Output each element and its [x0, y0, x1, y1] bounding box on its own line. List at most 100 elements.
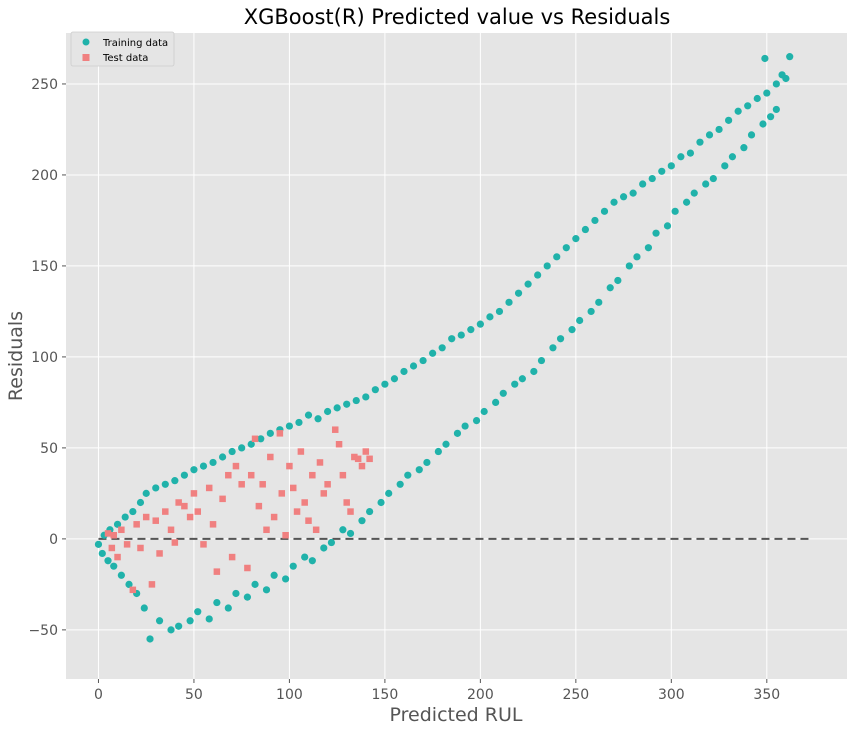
training-point [702, 180, 710, 188]
training-point [457, 331, 465, 339]
training-point [358, 517, 366, 525]
legend: Training data Test data [70, 31, 175, 67]
training-point [786, 53, 794, 61]
training-point [295, 418, 303, 427]
y-axis-label: Residuals [5, 311, 27, 401]
test-point [152, 517, 159, 524]
training-point [314, 415, 322, 423]
training-point [257, 435, 265, 443]
training-point [587, 307, 595, 316]
training-point [285, 422, 294, 430]
training-point [270, 571, 278, 579]
training-point [308, 557, 316, 565]
test-point [213, 568, 221, 575]
plot-area [66, 33, 847, 679]
test-point [244, 564, 251, 572]
test-point [293, 508, 301, 515]
training-point [352, 396, 360, 405]
training-point [511, 380, 519, 388]
training-point [232, 589, 240, 598]
test-point [137, 544, 144, 552]
training-point [194, 608, 202, 616]
test-point [259, 481, 266, 488]
training-point [591, 216, 599, 225]
test-point [335, 441, 343, 448]
training-point [385, 489, 393, 497]
training-point [209, 458, 217, 467]
training-point [396, 480, 404, 488]
grid [66, 33, 847, 679]
training-point [243, 593, 252, 601]
training-point [667, 162, 675, 170]
legend-test-label: Test data [102, 53, 148, 64]
training-point [167, 626, 175, 634]
training-point [658, 167, 666, 175]
test-point [104, 530, 112, 537]
training-point [98, 549, 106, 558]
training-point [448, 335, 456, 343]
training-point [572, 235, 580, 243]
test-point [289, 484, 297, 492]
test-point [167, 526, 175, 534]
training-point [663, 222, 672, 230]
training-point [152, 484, 160, 492]
training-point [556, 335, 565, 343]
test-point [200, 541, 207, 548]
training-point [537, 356, 546, 365]
test-point [225, 471, 232, 479]
training-point [110, 562, 118, 570]
training-point [644, 244, 653, 252]
legend-box [70, 31, 175, 67]
training-point [161, 480, 169, 488]
training-point [199, 462, 208, 470]
training-point [238, 444, 246, 452]
training-point [171, 477, 179, 485]
x-tick-label: 300 [658, 687, 685, 703]
test-point [123, 541, 131, 548]
training-point [362, 393, 370, 401]
test-point [343, 499, 350, 506]
training-point [568, 326, 576, 334]
test-point [219, 495, 226, 503]
test-point [316, 459, 324, 466]
training-point [772, 80, 780, 88]
test-point [263, 526, 270, 534]
test-point [129, 586, 137, 594]
training-point [534, 271, 542, 279]
training-point [725, 116, 733, 124]
test-point [171, 539, 179, 546]
legend-test-marker [82, 54, 90, 61]
training-point [304, 411, 313, 419]
test-point [114, 553, 121, 561]
x-tick-label: 50 [185, 687, 203, 703]
training-point [619, 193, 628, 201]
test-point [297, 448, 305, 455]
x-tick-label: 0 [94, 687, 103, 703]
test-point [108, 544, 116, 552]
test-point [354, 455, 362, 463]
test-point [205, 484, 213, 492]
training-point [652, 229, 660, 237]
training-point [155, 617, 164, 625]
test-point [312, 526, 320, 534]
training-point [747, 131, 756, 139]
training-point [366, 507, 374, 516]
training-point [524, 280, 532, 288]
training-point [495, 307, 504, 316]
training-point [175, 622, 183, 630]
training-point [530, 367, 538, 376]
test-point [339, 471, 347, 479]
test-point [156, 550, 163, 557]
test-point [190, 490, 198, 497]
training-point [677, 153, 685, 161]
training-point [514, 289, 523, 297]
test-point [110, 531, 117, 539]
training-point [505, 298, 513, 306]
test-series [104, 426, 373, 594]
chart-title: XGBoost(R) Predicted value vs Residuals [244, 5, 671, 29]
training-point [442, 440, 450, 448]
x-tick-label: 100 [276, 687, 303, 703]
test-point [270, 513, 278, 521]
training-point [518, 375, 526, 383]
